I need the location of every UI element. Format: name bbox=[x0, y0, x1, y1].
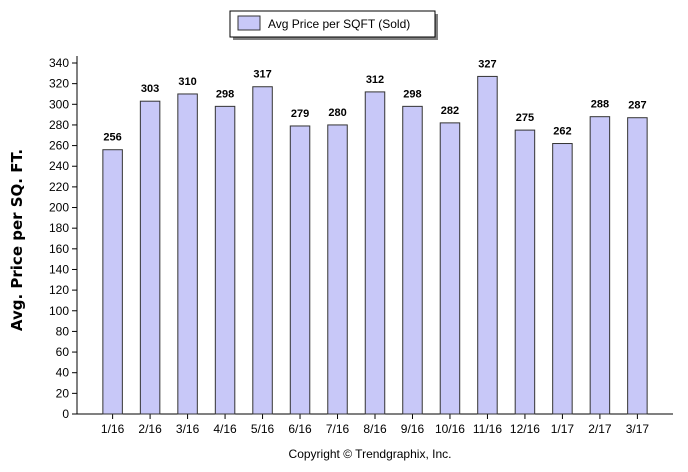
data-label: 287 bbox=[628, 100, 646, 112]
y-tick-label: 320 bbox=[49, 77, 69, 91]
y-tick-label: 0 bbox=[62, 407, 69, 421]
x-tick-label: 10/16 bbox=[435, 422, 465, 436]
y-tick-label: 340 bbox=[49, 56, 69, 70]
y-tick-label: 20 bbox=[56, 386, 70, 400]
data-label: 298 bbox=[403, 88, 421, 100]
plot-area: 0 20 40 60 80 100 120 140 160 180 200 220 240 260 280 3… bbox=[49, 56, 673, 436]
legend-label: Avg Price per SQFT (Sold) bbox=[268, 17, 410, 31]
x-tick-label: 6/16 bbox=[288, 422, 312, 436]
x-tick-label: 8/16 bbox=[363, 422, 387, 436]
y-tick-label: 120 bbox=[49, 283, 69, 297]
data-label: 327 bbox=[478, 58, 496, 70]
bar bbox=[252, 86, 273, 415]
bar bbox=[439, 122, 461, 415]
bar bbox=[552, 143, 573, 415]
bar bbox=[402, 105, 423, 415]
x-ticks: 1/16 2/16 3/16 4/16 5/16 6/16 7/16 8/16 9/16 10/1… bbox=[101, 414, 649, 436]
y-tick-label: 100 bbox=[49, 304, 69, 318]
y-ticks: 0 20 40 60 80 100 120 140 160 180 200 220 240 260 280 3… bbox=[49, 56, 77, 421]
x-tick-label: 7/16 bbox=[326, 422, 350, 436]
data-label: 256 bbox=[103, 132, 121, 144]
legend-swatch bbox=[237, 15, 261, 31]
y-tick-label: 40 bbox=[56, 366, 70, 380]
bar bbox=[627, 117, 648, 415]
y-tick-label: 280 bbox=[49, 118, 69, 132]
y-tick-label: 300 bbox=[49, 97, 69, 111]
x-tick-label: 11/16 bbox=[473, 422, 502, 436]
bars bbox=[102, 75, 648, 415]
data-label: 279 bbox=[291, 108, 309, 120]
data-label: 298 bbox=[216, 88, 234, 100]
data-label: 317 bbox=[253, 69, 271, 81]
data-labels: 256 303 310 298 317 279 280 312 298 282 327 275 262 2… bbox=[103, 58, 646, 143]
data-label: 275 bbox=[516, 112, 534, 124]
x-tick-label: 4/16 bbox=[213, 422, 237, 436]
y-tick-label: 220 bbox=[49, 180, 69, 194]
data-label: 282 bbox=[441, 105, 459, 117]
y-axis-label: Avg. Price per SQ. FT. bbox=[8, 149, 26, 331]
y-tick-label: 240 bbox=[49, 159, 69, 173]
bar bbox=[139, 100, 161, 415]
x-tick-label: 1/16 bbox=[101, 422, 125, 436]
y-tick-label: 160 bbox=[49, 242, 69, 256]
y-tick-label: 200 bbox=[49, 201, 69, 215]
bar bbox=[102, 149, 123, 415]
y-tick-label: 80 bbox=[56, 324, 70, 338]
bar bbox=[589, 116, 611, 415]
bar bbox=[514, 129, 536, 415]
y-tick-label: 140 bbox=[49, 262, 69, 276]
bar bbox=[477, 75, 498, 415]
bar bbox=[364, 91, 386, 415]
y-tick-label: 180 bbox=[49, 221, 69, 235]
y-tick-label: 60 bbox=[56, 345, 70, 359]
data-label: 288 bbox=[591, 99, 609, 111]
bar bbox=[214, 105, 236, 415]
legend-box bbox=[229, 10, 436, 38]
x-tick-label: 3/16 bbox=[176, 422, 200, 436]
x-tick-label: 12/16 bbox=[510, 422, 540, 436]
x-tick-label: 1/17 bbox=[551, 422, 575, 436]
copyright-text: Copyright © Trendgraphix, Inc. bbox=[289, 447, 452, 461]
data-label: 303 bbox=[141, 83, 159, 95]
bar bbox=[327, 124, 348, 415]
y-tick-label: 260 bbox=[49, 139, 69, 153]
data-label: 280 bbox=[328, 107, 346, 119]
x-tick-label: 5/16 bbox=[251, 422, 275, 436]
x-tick-label: 2/17 bbox=[588, 422, 612, 436]
x-tick-label: 3/17 bbox=[626, 422, 650, 436]
data-label: 262 bbox=[553, 126, 571, 138]
x-tick-label: 9/16 bbox=[401, 422, 425, 436]
data-label: 312 bbox=[366, 74, 384, 86]
bar bbox=[289, 125, 311, 415]
legend: Avg Price per SQFT (Sold) bbox=[229, 10, 438, 40]
bar bbox=[177, 93, 198, 415]
data-label: 310 bbox=[178, 76, 196, 88]
x-tick-label: 2/16 bbox=[138, 422, 162, 436]
